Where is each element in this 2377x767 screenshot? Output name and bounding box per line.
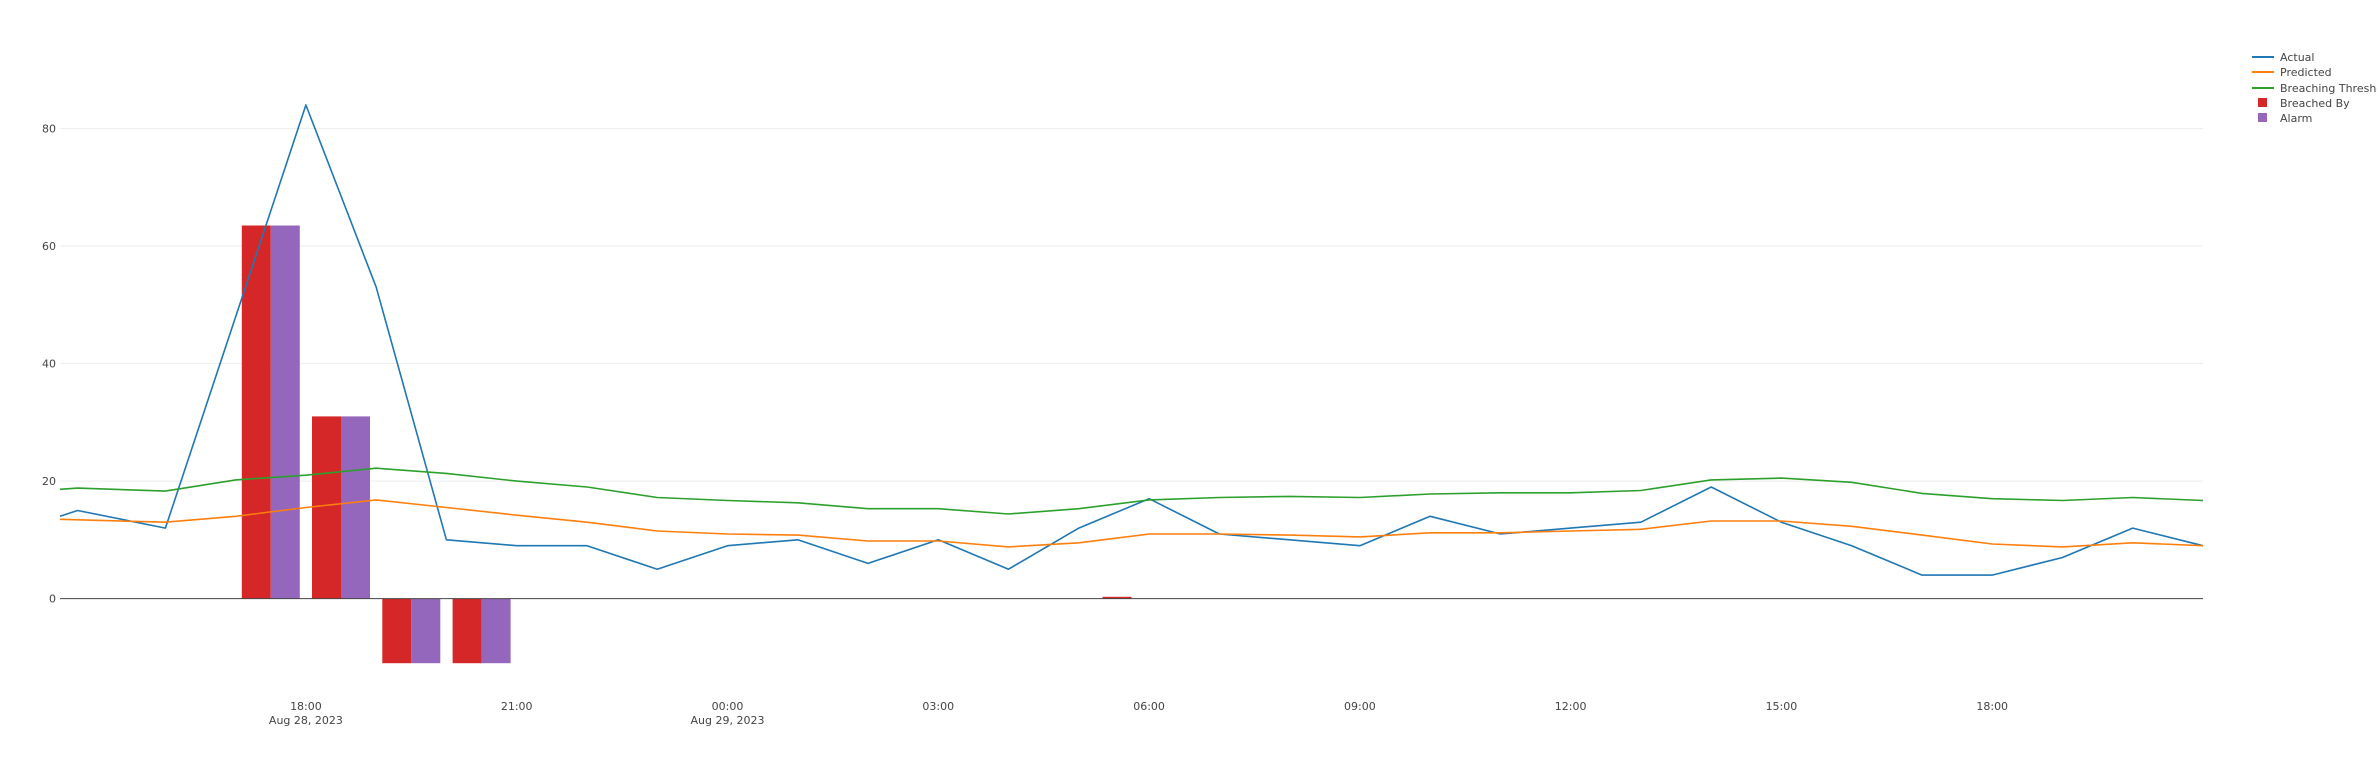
bar-breached <box>312 416 341 599</box>
bar-breached <box>241 225 271 599</box>
y-tick-label: 40 <box>42 358 56 371</box>
legend-label-alarm: Alarm <box>2280 112 2312 125</box>
series-line-threshold <box>59 467 2204 515</box>
legend-item-predicted[interactable]: Predicted <box>2252 66 2332 79</box>
x-tick-label: 15:00 <box>1766 700 1798 713</box>
legend-item-alarm[interactable]: Alarm <box>2258 112 2312 125</box>
x-tick-label: 03:00 <box>922 700 954 713</box>
x-tick-label: 00:00 <box>712 700 744 713</box>
bar-breached <box>452 598 482 664</box>
x-tick-sublabel: Aug 28, 2023 <box>269 714 343 727</box>
bar-alarm <box>270 225 300 599</box>
bar-alarm <box>481 598 511 664</box>
grid-layer <box>60 128 2203 482</box>
y-tick-label: 80 <box>42 123 56 136</box>
legend-label-predicted: Predicted <box>2280 66 2332 79</box>
series-line-predicted <box>59 499 2204 548</box>
legend-swatch-breached <box>2258 98 2267 107</box>
bar-breached <box>1102 596 1132 599</box>
x-tick-label: 09:00 <box>1344 700 1376 713</box>
series-line-actual <box>59 104 2204 576</box>
bar-breached <box>382 598 412 664</box>
line-layer <box>59 104 2204 576</box>
y-tick-label: 60 <box>42 240 56 253</box>
legend-item-actual[interactable]: Actual <box>2252 51 2314 64</box>
legend-label-breached: Breached By <box>2280 97 2350 110</box>
x-tick-sublabel: Aug 29, 2023 <box>691 714 765 727</box>
x-tick-label: 18:00 <box>1976 700 2008 713</box>
x-tick-label: 18:00 <box>290 700 322 713</box>
bar-layer <box>241 225 1132 664</box>
legend-item-breached[interactable]: Breached By <box>2258 97 2350 110</box>
y-tick-label: 20 <box>42 475 56 488</box>
legend-label-threshold: Breaching Threshold <box>2280 82 2377 95</box>
bar-alarm <box>411 598 441 664</box>
x-tick-label: 21:00 <box>501 700 533 713</box>
y-tick-label: 0 <box>49 593 56 606</box>
x-tick-label: 12:00 <box>1555 700 1587 713</box>
x-tick-label: 06:00 <box>1133 700 1165 713</box>
legend-label-actual: Actual <box>2280 51 2314 64</box>
legend-item-threshold[interactable]: Breaching Threshold <box>2252 82 2377 95</box>
y-axis-ticks: 0 20 40 60 80 <box>42 123 56 606</box>
legend-swatch-alarm <box>2258 113 2267 122</box>
bar-alarm <box>341 416 370 599</box>
legend: Actual Predicted Breaching Threshold Bre… <box>2252 51 2377 125</box>
